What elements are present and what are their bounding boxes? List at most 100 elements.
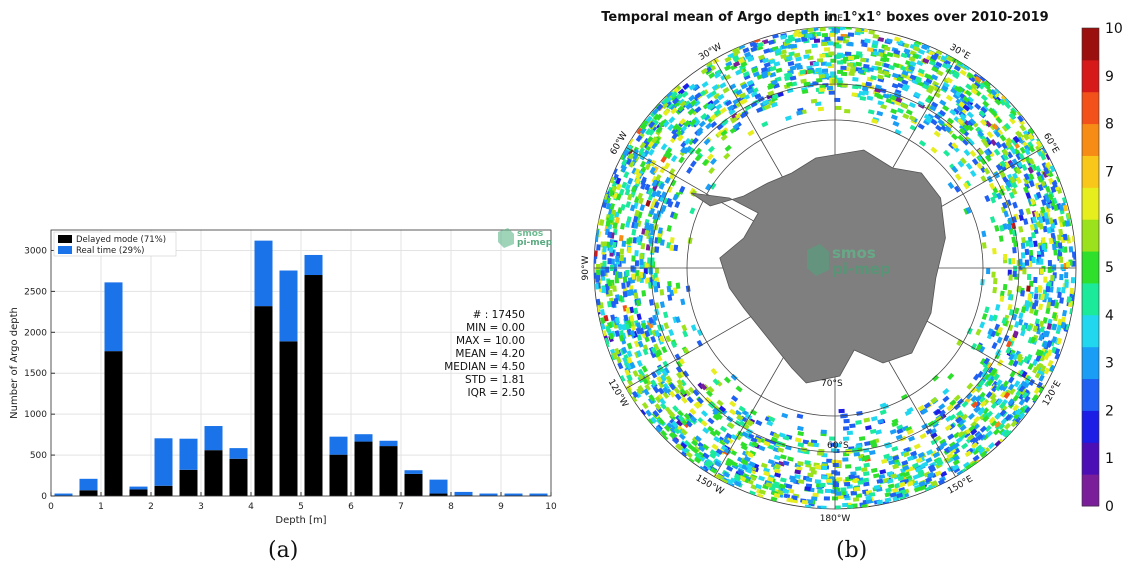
data-cell [739, 92, 747, 99]
data-cell [991, 191, 999, 199]
data-cell [986, 175, 994, 183]
data-cell [634, 260, 640, 267]
data-cell [888, 459, 896, 466]
data-cell [657, 418, 665, 426]
data-cell [785, 115, 792, 121]
data-cell [1000, 390, 1007, 399]
data-cell [679, 100, 687, 108]
data-cell [959, 157, 967, 165]
data-cell [1043, 212, 1049, 219]
data-cell [868, 450, 876, 456]
data-cell [956, 85, 964, 93]
data-cell [1029, 224, 1035, 231]
data-cell [629, 314, 635, 322]
data-cell [991, 342, 998, 350]
data-cell [969, 169, 977, 178]
data-cell [902, 465, 910, 471]
data-cell [780, 34, 787, 40]
data-cell [747, 88, 755, 95]
data-cell [998, 401, 1006, 410]
bar-realtime [429, 479, 448, 494]
data-cell [833, 482, 840, 488]
data-cell [693, 402, 701, 410]
data-cell [965, 392, 973, 400]
data-cell [992, 428, 1001, 436]
data-cell [661, 369, 669, 377]
data-cell [869, 439, 877, 445]
data-cell [665, 151, 673, 160]
meridian-line [626, 147, 765, 228]
data-cell [1059, 215, 1065, 223]
data-cell [691, 439, 699, 447]
data-cell [1019, 124, 1027, 132]
data-cell [690, 415, 698, 423]
data-cell [872, 473, 880, 479]
data-cell [1002, 149, 1010, 157]
data-cell [662, 120, 670, 128]
data-cell [918, 48, 926, 55]
data-cell [647, 321, 654, 329]
data-cell [824, 36, 831, 41]
data-cell [970, 342, 978, 351]
data-cell [851, 447, 859, 453]
data-cell [908, 101, 916, 109]
data-cell [611, 352, 618, 360]
data-cell [1010, 257, 1016, 265]
data-cell [1011, 187, 1018, 196]
data-cell [906, 480, 914, 487]
data-cell [705, 389, 713, 398]
data-cell [958, 127, 967, 135]
data-cell [1010, 138, 1018, 146]
data-cell [602, 253, 607, 260]
data-cell [865, 425, 872, 431]
data-cell [988, 182, 996, 190]
data-cell [602, 260, 607, 267]
data-cell [651, 190, 658, 198]
data-cell [732, 54, 740, 62]
data-cell [999, 409, 1007, 417]
data-cell [673, 427, 681, 435]
data-cell [846, 430, 854, 436]
data-cell [843, 418, 850, 424]
data-cell [1068, 246, 1074, 253]
data-cell [1020, 306, 1027, 314]
data-cell [1066, 296, 1072, 303]
data-cell [949, 447, 957, 455]
data-cell [999, 295, 1005, 302]
data-cell [684, 137, 691, 146]
data-cell [719, 107, 728, 114]
data-cell [1031, 256, 1036, 264]
data-cell [766, 476, 774, 483]
data-cell [929, 427, 937, 435]
data-cell [861, 504, 868, 509]
data-cell [736, 414, 744, 421]
data-cell [887, 483, 895, 489]
data-cell [815, 464, 822, 470]
data-cell [726, 437, 734, 444]
data-cell [786, 55, 793, 61]
data-cell [995, 141, 1003, 149]
data-cell [927, 84, 935, 91]
data-cell [755, 106, 764, 113]
data-cell [1030, 336, 1037, 344]
data-cell [813, 38, 821, 43]
data-cell [807, 27, 815, 33]
data-cell [987, 366, 995, 375]
data-cell [986, 131, 994, 139]
data-cell [622, 291, 628, 298]
data-cell [930, 480, 938, 487]
data-cell [980, 94, 988, 102]
data-cell [700, 419, 708, 427]
data-cell [979, 450, 988, 458]
data-cell [999, 134, 1007, 142]
data-cell [663, 424, 671, 432]
data-cell [767, 458, 775, 465]
data-cell [842, 502, 849, 508]
data-cell [978, 345, 986, 353]
data-cell [1052, 264, 1057, 271]
data-cell [939, 99, 947, 107]
data-cell [945, 94, 954, 102]
data-cell [763, 48, 771, 54]
bar-delayed [279, 341, 298, 496]
data-cell [777, 447, 785, 453]
